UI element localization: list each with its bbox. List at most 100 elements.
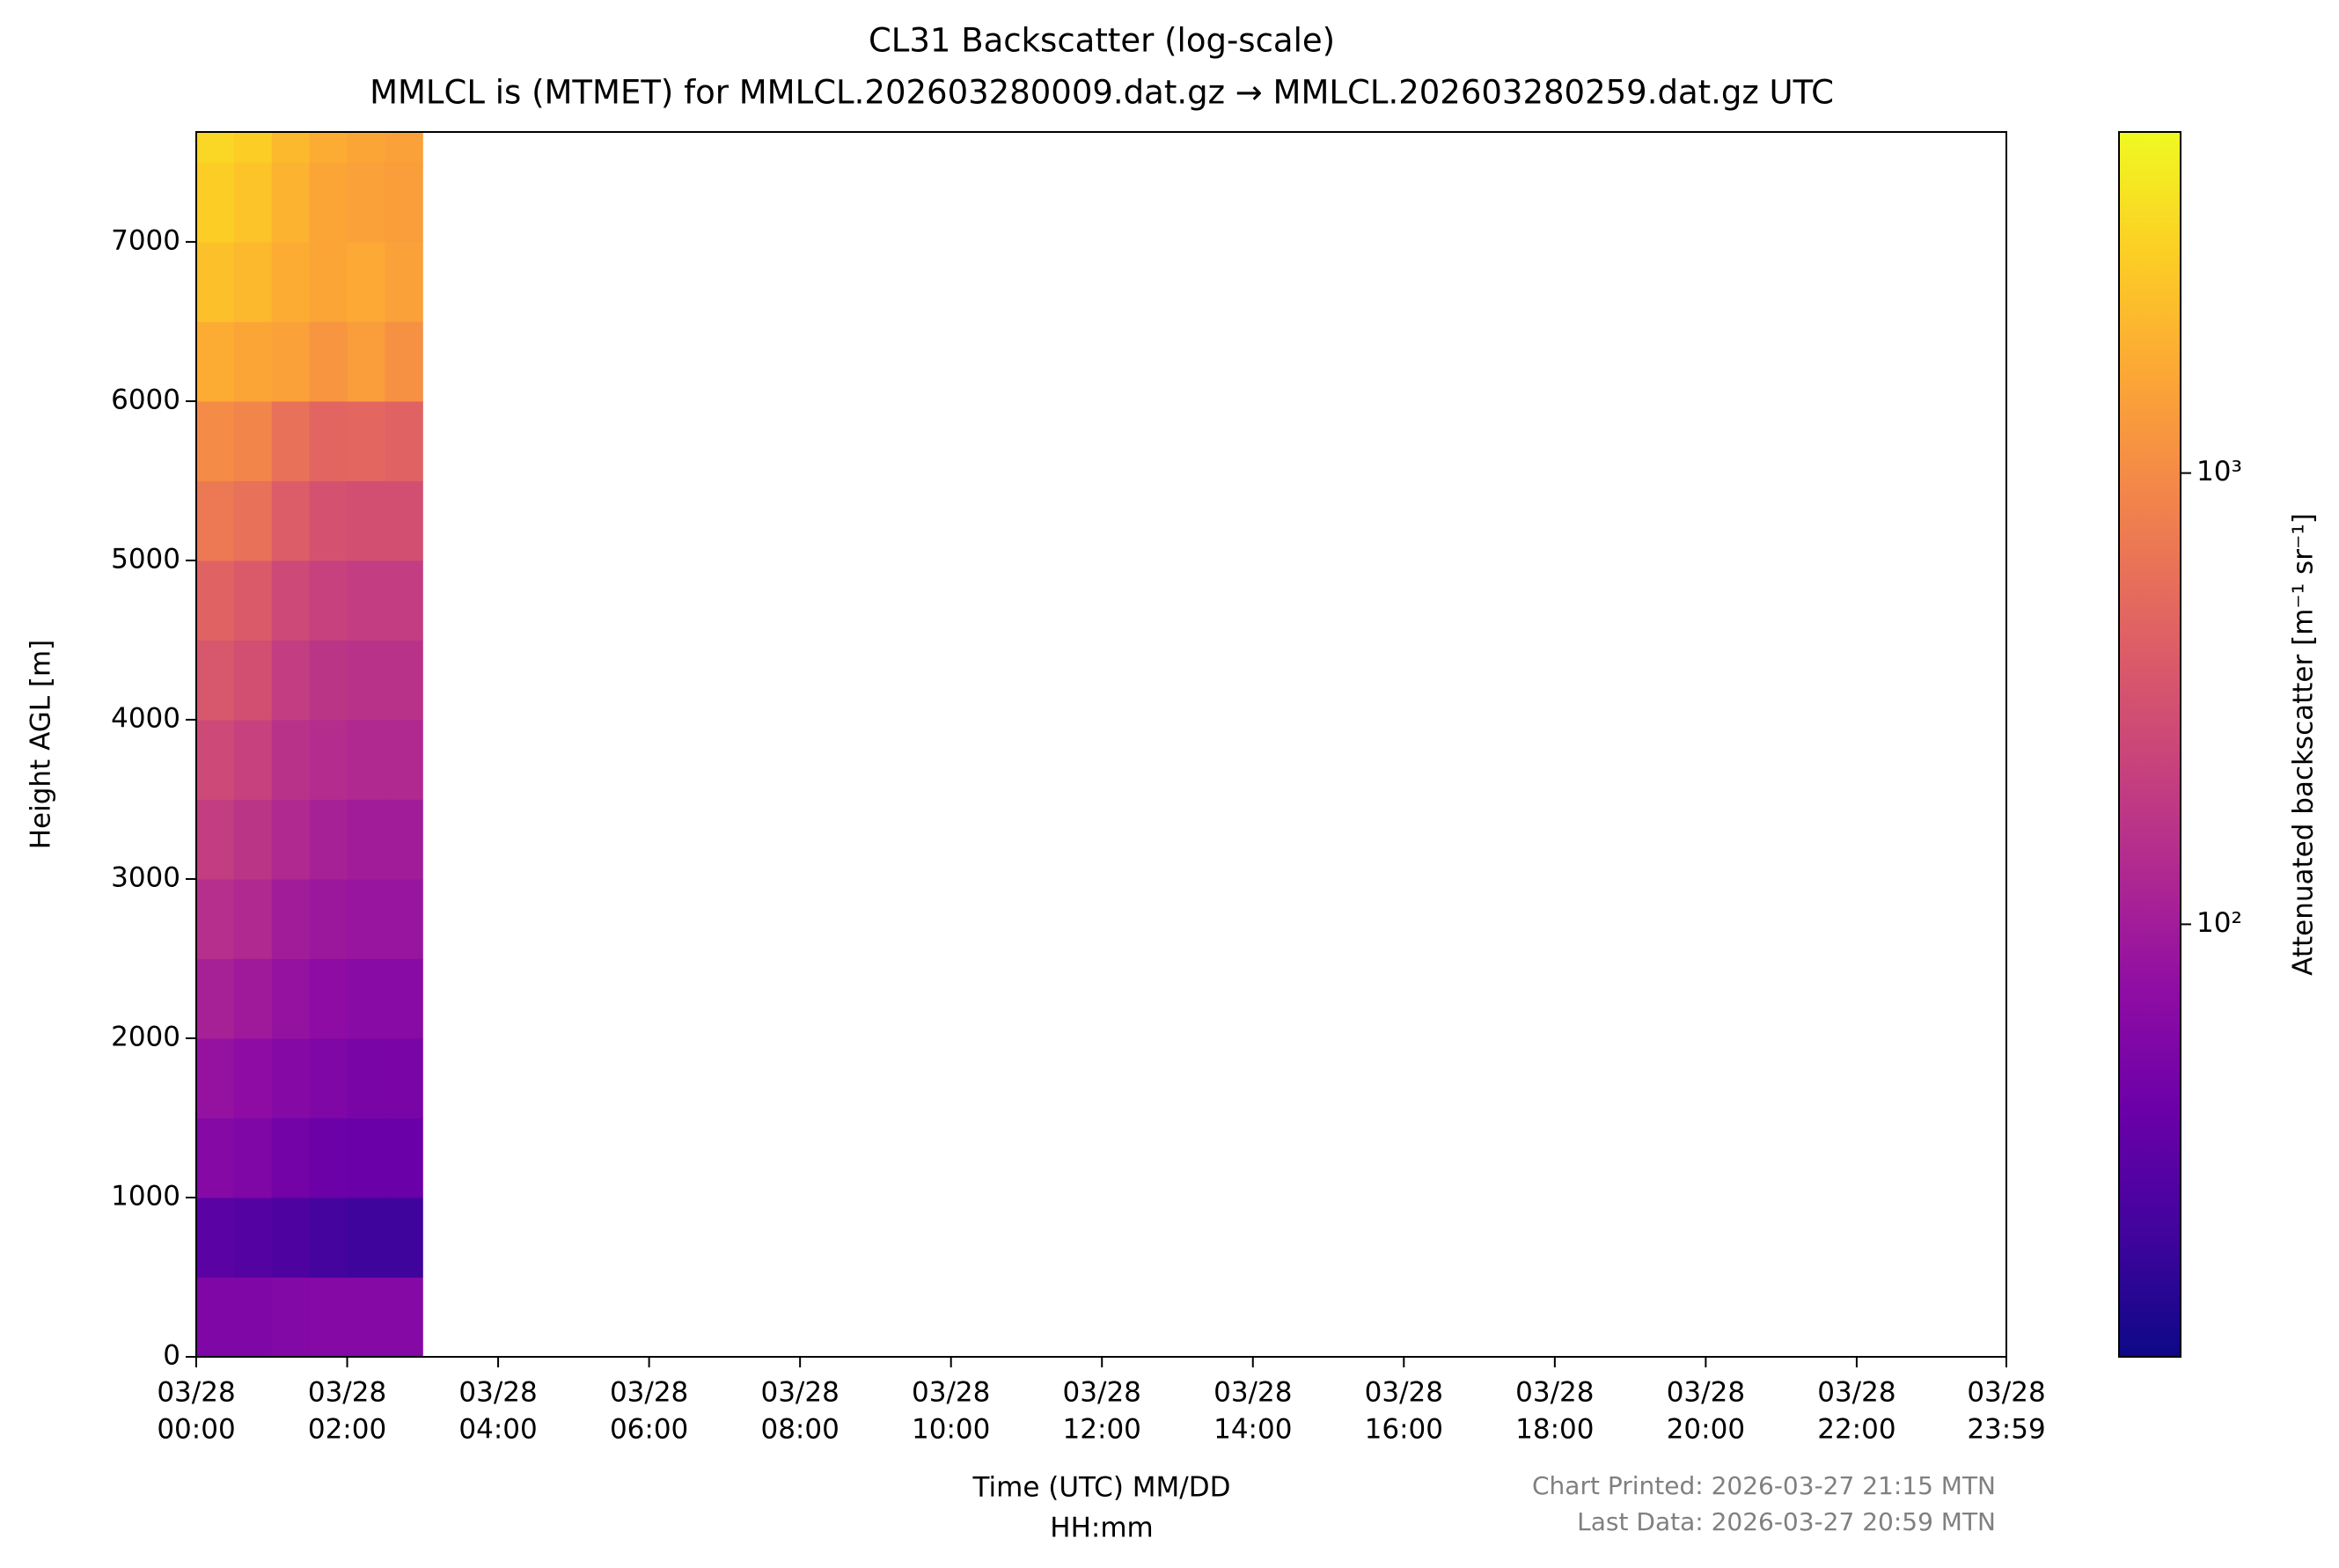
heatmap-cell bbox=[233, 719, 273, 800]
heatmap-cell bbox=[196, 958, 235, 1039]
heatmap-cell bbox=[347, 958, 385, 1039]
x-tick-label: 22:00 bbox=[1817, 1414, 1895, 1446]
heatmap-cell bbox=[233, 400, 273, 481]
heatmap-cell bbox=[347, 719, 385, 800]
heatmap-cell bbox=[233, 1117, 273, 1198]
heatmap-cell bbox=[271, 400, 311, 481]
heatmap-cell bbox=[271, 1277, 311, 1358]
x-tick-label: 12:00 bbox=[1063, 1414, 1141, 1446]
heatmap-cell bbox=[347, 560, 385, 641]
chart-subtitle: MMLCL is (MTMET) for MMLCL.202603280009.… bbox=[370, 74, 1834, 112]
footnote: Last Data: 2026-03-27 20:59 MTN bbox=[1577, 1507, 1996, 1536]
heatmap-cell bbox=[347, 1037, 385, 1118]
heatmap-cell bbox=[309, 480, 348, 561]
heatmap-cell bbox=[347, 400, 385, 481]
x-tick-label: 23:59 bbox=[1967, 1414, 2045, 1446]
heatmap-cell bbox=[196, 321, 235, 402]
heatmap-cell bbox=[233, 878, 273, 959]
x-tick-label: 03/28 bbox=[1063, 1377, 1141, 1409]
colorbar-frame bbox=[2118, 131, 2181, 1358]
heatmap-cell bbox=[196, 162, 235, 243]
colorbar-tick-label: 10³ bbox=[2196, 456, 2242, 487]
heatmap-cell bbox=[385, 321, 423, 402]
heatmap-cell bbox=[196, 400, 235, 481]
heatmap-cell bbox=[233, 1197, 273, 1278]
heatmap-cell bbox=[309, 321, 348, 402]
x-tick-label: 00:00 bbox=[157, 1414, 235, 1446]
colorbar-label: Attenuated backscatter [m⁻¹ sr⁻¹] bbox=[2288, 513, 2320, 976]
heatmap-cell bbox=[309, 719, 348, 800]
heatmap-cell bbox=[196, 799, 235, 880]
heatmap-cell bbox=[233, 958, 273, 1039]
heatmap-cell bbox=[271, 560, 311, 641]
heatmap-cell bbox=[309, 640, 348, 721]
x-tick-label: 18:00 bbox=[1515, 1414, 1594, 1446]
heatmap-cell bbox=[271, 878, 311, 959]
heatmap-cell bbox=[233, 799, 273, 880]
heatmap-cell bbox=[196, 1197, 235, 1278]
x-axis-label: HH:mm bbox=[1050, 1513, 1153, 1544]
heatmap-cell bbox=[196, 878, 235, 959]
x-tick-label: 03/28 bbox=[912, 1377, 990, 1409]
heatmap-cell bbox=[196, 719, 235, 800]
heatmap-cell bbox=[309, 400, 348, 481]
heatmap-cell bbox=[271, 1117, 311, 1198]
heatmap-cell bbox=[271, 640, 311, 721]
plot-frame bbox=[195, 131, 2007, 1358]
x-tick-label: 04:00 bbox=[458, 1414, 537, 1446]
heatmap-cell bbox=[196, 241, 235, 322]
x-tick-label: 10:00 bbox=[912, 1414, 990, 1446]
y-tick-label: 5000 bbox=[111, 543, 180, 575]
x-tick-label: 02:00 bbox=[308, 1414, 386, 1446]
x-tick-label: 03/28 bbox=[760, 1377, 839, 1409]
heatmap-cell bbox=[385, 132, 423, 163]
heatmap-cell bbox=[233, 321, 273, 402]
heatmap-cell bbox=[271, 241, 311, 322]
x-tick-label: 03/28 bbox=[308, 1377, 386, 1409]
heatmap-cell bbox=[309, 162, 348, 243]
x-tick-label: 03/28 bbox=[1365, 1377, 1443, 1409]
heatmap-cell bbox=[233, 560, 273, 641]
y-tick-label: 1000 bbox=[111, 1180, 180, 1212]
heatmap-cell bbox=[196, 480, 235, 561]
heatmap-cell bbox=[271, 321, 311, 402]
x-tick-label: 03/28 bbox=[1515, 1377, 1594, 1409]
chart-title: CL31 Backscatter (log-scale) bbox=[869, 22, 1335, 60]
heatmap-cell bbox=[271, 958, 311, 1039]
colorbar-tick-label: 10² bbox=[2196, 907, 2242, 939]
heatmap-cell bbox=[385, 241, 423, 322]
heatmap-cell bbox=[385, 162, 423, 243]
heatmap-cell bbox=[347, 640, 385, 721]
heatmap-cell bbox=[233, 162, 273, 243]
heatmap-cell bbox=[196, 1277, 235, 1358]
heatmap-cell bbox=[347, 132, 385, 163]
heatmap-cell bbox=[385, 640, 423, 721]
heatmap-cell bbox=[271, 162, 311, 243]
heatmap-cell bbox=[385, 480, 423, 561]
heatmap-cell bbox=[233, 132, 273, 163]
y-tick-label: 2000 bbox=[111, 1021, 180, 1052]
heatmap-cell bbox=[309, 1037, 348, 1118]
heatmap-cell bbox=[271, 132, 311, 163]
heatmap-cell bbox=[196, 1117, 235, 1198]
x-tick-label: 06:00 bbox=[610, 1414, 688, 1446]
x-tick-label: 03/28 bbox=[1213, 1377, 1292, 1409]
y-tick-label: 3000 bbox=[111, 861, 180, 893]
heatmap-cell bbox=[385, 1117, 423, 1198]
heatmap-cell bbox=[385, 1277, 423, 1358]
heatmap-cell bbox=[233, 241, 273, 322]
heatmap-cell bbox=[196, 1037, 235, 1118]
heatmap-cell bbox=[347, 1117, 385, 1198]
heatmap-cell bbox=[347, 241, 385, 322]
x-tick-label: 20:00 bbox=[1667, 1414, 1745, 1446]
heatmap-cell bbox=[309, 958, 348, 1039]
heatmap-cell bbox=[309, 1277, 348, 1358]
heatmap-cell bbox=[385, 1037, 423, 1118]
heatmap-cell bbox=[309, 560, 348, 641]
y-tick-label: 0 bbox=[163, 1340, 180, 1372]
x-tick-label: 03/28 bbox=[157, 1377, 235, 1409]
heatmap-cell bbox=[347, 878, 385, 959]
heatmap-cell bbox=[347, 321, 385, 402]
y-axis-label: Height AGL [m] bbox=[26, 640, 57, 850]
heatmap-cell bbox=[347, 162, 385, 243]
